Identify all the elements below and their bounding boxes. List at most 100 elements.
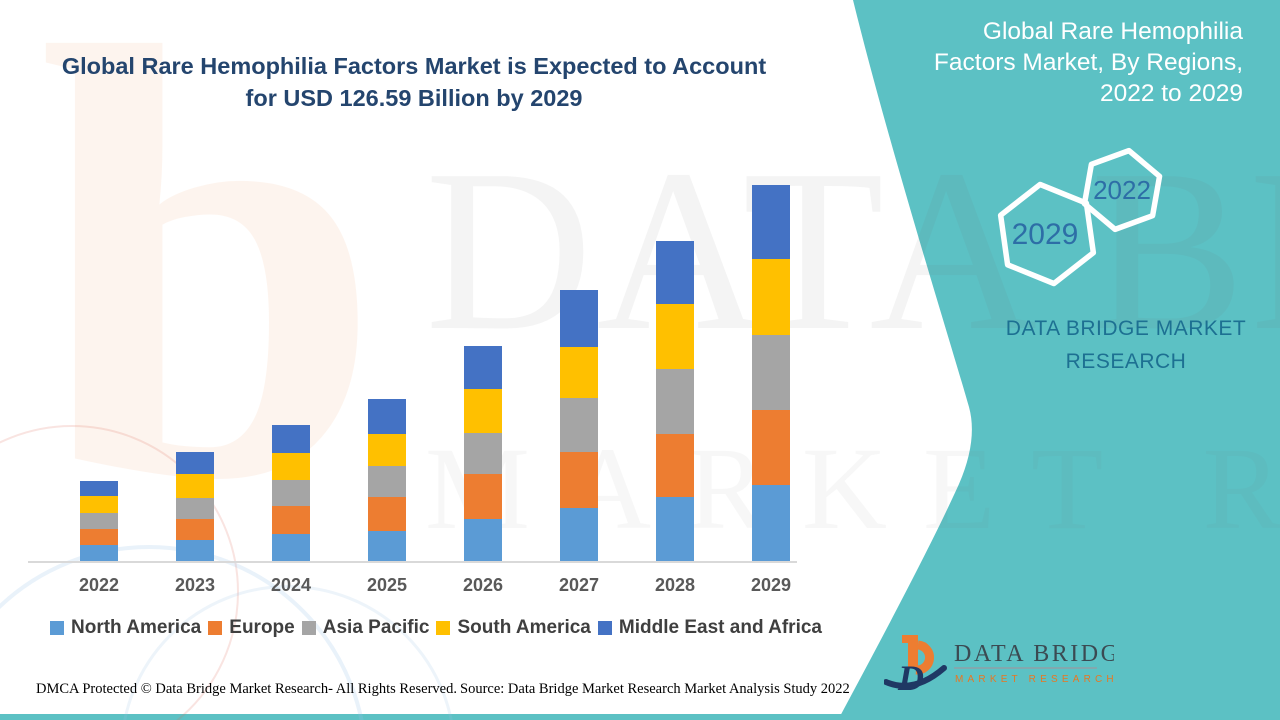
legend-label: North America <box>71 617 202 638</box>
brand-name: DATA BRIDGE MARKET RESEARCH <box>1000 312 1252 378</box>
legend-item-middle-east-and-africa: Middle East and Africa <box>597 617 822 639</box>
bar-2026-asia-pacific <box>464 432 502 474</box>
bar-2022-south-america <box>80 496 118 513</box>
hexagon-2022-badge <box>1081 147 1163 233</box>
bar-2026-north-america <box>464 518 502 561</box>
hexagon-2029-icon <box>997 181 1097 287</box>
bar-2028-middle-east-and-africa <box>656 240 694 304</box>
legend-label: South America <box>457 617 591 638</box>
bar-2029-asia-pacific <box>752 334 790 410</box>
legend-item-asia-pacific: Asia Pacific <box>301 617 430 639</box>
bar-2026-south-america <box>464 388 502 433</box>
bar-2027-europe <box>560 451 598 508</box>
legend-item-europe: Europe <box>208 617 295 639</box>
legend-marker-icon <box>208 621 223 635</box>
bar-2024-asia-pacific <box>272 480 310 507</box>
bar-2027-middle-east-and-africa <box>560 290 598 348</box>
bar-2028-europe <box>656 433 694 497</box>
bar-2023-middle-east-and-africa <box>176 451 214 474</box>
bar-2025-europe <box>368 496 406 531</box>
x-axis-line <box>28 561 797 563</box>
bar-2028-asia-pacific <box>656 368 694 434</box>
bar-2022-europe <box>80 529 118 545</box>
hex-year-2029: 2029 <box>1012 218 1079 251</box>
bar-2023-south-america <box>176 473 214 498</box>
watermark-blue-ring-2 <box>120 585 456 720</box>
hexagon-2029-badge <box>997 181 1097 287</box>
source-note: Source: Data Bridge Market Research Mark… <box>460 681 850 697</box>
bar-2024-south-america <box>272 453 310 481</box>
year-hexagons: 2022 2029 <box>997 147 1163 287</box>
panel-title-line2: Factors Market, By Regions, <box>933 49 1243 76</box>
svg-text:D: D <box>897 658 924 698</box>
bar-2025-asia-pacific <box>368 465 406 497</box>
legend-item-north-america: North America <box>50 617 201 639</box>
bar-2026-europe <box>464 473 502 519</box>
bar-2022-north-america <box>80 545 118 561</box>
brand-name-line1: DATA BRIDGE MARKET <box>1005 317 1247 340</box>
legend-label: Asia Pacific <box>322 617 430 638</box>
bar-2022-asia-pacific <box>80 513 118 529</box>
bar-2024-north-america <box>272 534 310 561</box>
chart-title: Global Rare Hemophilia Factors Market is… <box>14 50 814 114</box>
bar-2022 <box>80 481 118 561</box>
legend-item-south-america: South America <box>436 617 591 639</box>
legend-marker-icon <box>436 621 451 635</box>
x-axis-label-2029: 2029 <box>750 575 792 595</box>
bar-2028-south-america <box>656 303 694 369</box>
company-logo: D DATA BRIDGE MARKET RESEARCH <box>884 635 1114 698</box>
bar-2028 <box>656 240 694 561</box>
bar-2023-asia-pacific <box>176 497 214 519</box>
bar-2023-europe <box>176 518 214 540</box>
bar-2025-middle-east-and-africa <box>368 398 406 434</box>
bar-2024-europe <box>272 506 310 534</box>
panel-title-line3: 2022 to 2029 <box>1099 80 1243 107</box>
watermark-market-research: MARKET RESEARCH <box>425 423 1280 554</box>
x-axis-label-2025: 2025 <box>366 575 408 595</box>
logo-text: DATA BRIDGE <box>954 641 1114 667</box>
bar-2025-north-america <box>368 531 406 561</box>
bar-2026 <box>464 345 502 561</box>
chart-title-line2: for USD 126.59 Billion by 2029 <box>245 85 583 111</box>
bar-2024 <box>272 425 310 561</box>
bar-2023-north-america <box>176 539 214 561</box>
bottom-teal-strip <box>0 714 1280 720</box>
legend-marker-icon <box>301 621 316 635</box>
bar-2024-middle-east-and-africa <box>272 425 310 454</box>
bar-2027-south-america <box>560 347 598 398</box>
x-axis-label-2028: 2028 <box>654 575 696 595</box>
logo-mark-icon: D <box>884 635 947 698</box>
panel-title: Global Rare Hemophilia Factors Market, B… <box>903 16 1243 109</box>
bar-2027 <box>560 290 598 561</box>
bar-2025 <box>368 398 406 561</box>
chart-legend: North America Europe Asia Pacific South Ame… <box>50 617 822 639</box>
bar-2029-europe <box>752 409 790 485</box>
x-axis-label-2024: 2024 <box>270 575 312 595</box>
dmca-notice: DMCA Protected © Data Bridge Market Rese… <box>36 681 457 697</box>
panel-title-line1: Global Rare Hemophilia <box>982 18 1243 45</box>
bar-2029-north-america <box>752 485 790 561</box>
hex-year-2022: 2022 <box>1093 175 1151 205</box>
legend-marker-icon <box>597 621 612 635</box>
bar-2027-north-america <box>560 507 598 561</box>
bar-2025-south-america <box>368 433 406 466</box>
x-axis-label-2026: 2026 <box>462 575 504 595</box>
bar-2026-middle-east-and-africa <box>464 345 502 389</box>
legend-marker-icon <box>50 621 64 635</box>
x-axis-label-2027: 2027 <box>558 575 600 595</box>
bar-2027-asia-pacific <box>560 397 598 452</box>
x-axis-label-2023: 2023 <box>174 575 216 595</box>
brand-name-line2: RESEARCH <box>1065 350 1187 373</box>
x-axis-label-2022: 2022 <box>78 575 120 595</box>
bar-2029-middle-east-and-africa <box>752 185 790 259</box>
legend-label: Europe <box>229 617 295 638</box>
logo-subtitle: MARKET RESEARCH <box>955 674 1114 685</box>
bar-2029-south-america <box>752 258 790 335</box>
hexagon-2022-icon <box>1081 147 1163 233</box>
legend-label: Middle East and Africa <box>618 617 822 638</box>
bar-2028-north-america <box>656 496 694 561</box>
bar-2029 <box>752 185 790 561</box>
bar-2022-middle-east-and-africa <box>80 481 118 497</box>
chart-title-line1: Global Rare Hemophilia Factors Market is… <box>61 53 767 79</box>
